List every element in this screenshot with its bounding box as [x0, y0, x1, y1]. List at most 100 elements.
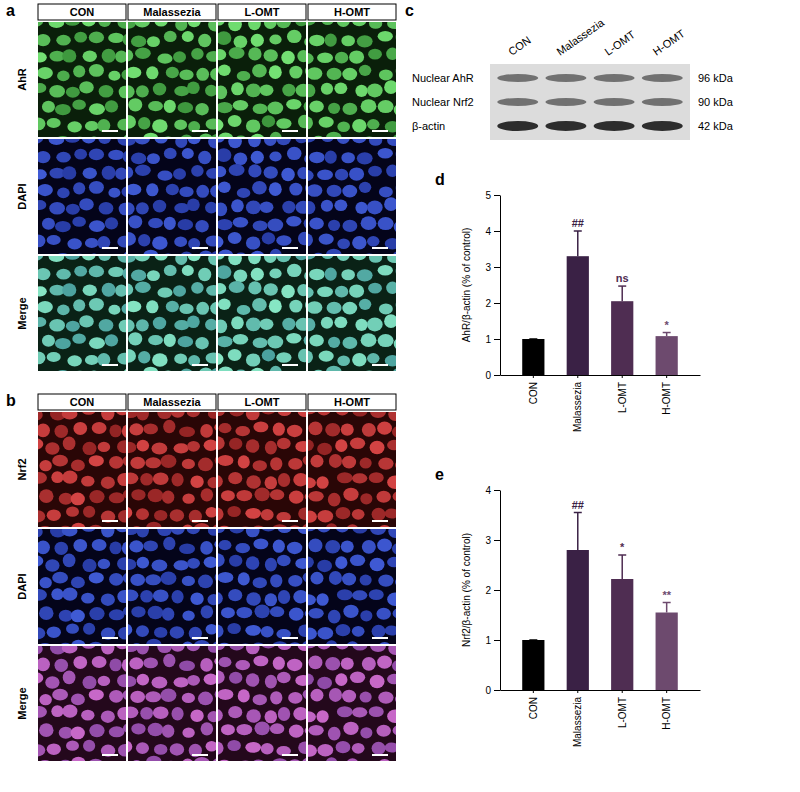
nucleus [124, 134, 126, 137]
nucleus [182, 494, 194, 504]
nucleus [38, 526, 53, 527]
nucleus [178, 219, 194, 230]
nucleus [341, 423, 354, 435]
nucleus [359, 65, 371, 76]
scale-bar [192, 637, 208, 639]
nucleus [387, 674, 396, 684]
nucleus [386, 282, 396, 294]
scale-bar [372, 130, 388, 132]
x-tick-mark [533, 375, 534, 378]
nucleus [352, 412, 368, 417]
nucleus [218, 133, 234, 137]
y-tick: 1 [485, 635, 500, 646]
nucleus [123, 723, 126, 733]
nucleus [342, 337, 357, 349]
y-axis-line [500, 196, 501, 376]
nucleus [92, 656, 107, 668]
nucleus [128, 202, 135, 215]
nucleus [227, 740, 240, 751]
nucleus [231, 82, 244, 95]
nucleus [396, 147, 397, 161]
nucleus [206, 507, 216, 518]
nucleus [38, 169, 47, 179]
nucleus [128, 706, 138, 718]
nucleus [148, 218, 163, 228]
nucleus [361, 253, 377, 254]
y-tick-label: 0 [485, 685, 491, 696]
nucleus [367, 200, 383, 214]
micrograph-background [128, 412, 216, 527]
nucleus [287, 264, 302, 277]
nucleus [163, 420, 175, 433]
x-tick: H-OMT [661, 375, 672, 415]
nucleus [160, 253, 175, 254]
nucleus [88, 642, 104, 644]
nucleus [196, 185, 209, 198]
nucleus [378, 575, 393, 587]
nucleus [42, 101, 55, 113]
nucleus [178, 336, 194, 347]
nucleus [88, 253, 100, 254]
nucleus [308, 84, 315, 97]
nucleus [303, 572, 306, 583]
nucleus [148, 489, 164, 502]
nucleus [269, 65, 282, 79]
nucleus [152, 353, 168, 367]
nucleus [327, 185, 342, 197]
nucleus [39, 694, 51, 705]
nucleus [98, 559, 111, 569]
figure: aCONMalasseziaL-OMTH-OMTAhRDAPIMergebCON… [0, 0, 800, 792]
error-bar-cap [529, 338, 537, 340]
nucleus [311, 253, 325, 254]
micrograph-background [308, 256, 396, 371]
nucleus [262, 232, 275, 244]
x-axis-line [501, 375, 701, 376]
nucleus [82, 676, 96, 689]
nucleus [119, 320, 126, 333]
nucleus [218, 202, 227, 216]
nucleus [117, 674, 126, 687]
nucleus [71, 460, 85, 472]
nucleus [62, 471, 77, 484]
nucleus [128, 139, 136, 146]
nucleus [208, 529, 216, 536]
row-label: Nrf2 [16, 458, 28, 480]
nucleus [265, 441, 277, 455]
nucleus [352, 353, 366, 367]
nucleus [181, 524, 194, 527]
nucleus [369, 256, 382, 263]
nucleus [161, 689, 177, 703]
nucleus [218, 181, 231, 192]
nucleus [288, 642, 303, 644]
nucleus [105, 100, 118, 112]
nucleus [201, 722, 214, 735]
nucleus [162, 491, 174, 504]
x-tick-mark [622, 375, 623, 378]
nucleus [105, 334, 118, 346]
x-tick: L-OMT [617, 690, 628, 728]
scale-bar [282, 247, 298, 249]
y-axis-title: Nrf2/β-actin (% of control) [461, 533, 472, 647]
nucleus [218, 540, 231, 550]
lane-label: CON [506, 34, 533, 58]
nucleus [270, 574, 282, 587]
nucleus [212, 758, 216, 761]
blot-band [545, 121, 586, 131]
nucleus [108, 267, 124, 277]
nucleus [251, 151, 264, 164]
nucleus [163, 654, 175, 667]
nucleus [58, 760, 72, 761]
nucleus [372, 625, 386, 638]
nucleus [102, 49, 116, 63]
nucleus [218, 643, 232, 644]
nucleus [367, 236, 379, 246]
nucleus [205, 85, 216, 97]
nucleus [49, 319, 65, 332]
nucleus [128, 50, 133, 62]
nucleus [140, 590, 153, 603]
nucleus [194, 757, 210, 761]
bar [567, 550, 589, 690]
nucleus [135, 139, 150, 145]
column-header-box [128, 394, 216, 410]
nucleus [387, 139, 396, 146]
